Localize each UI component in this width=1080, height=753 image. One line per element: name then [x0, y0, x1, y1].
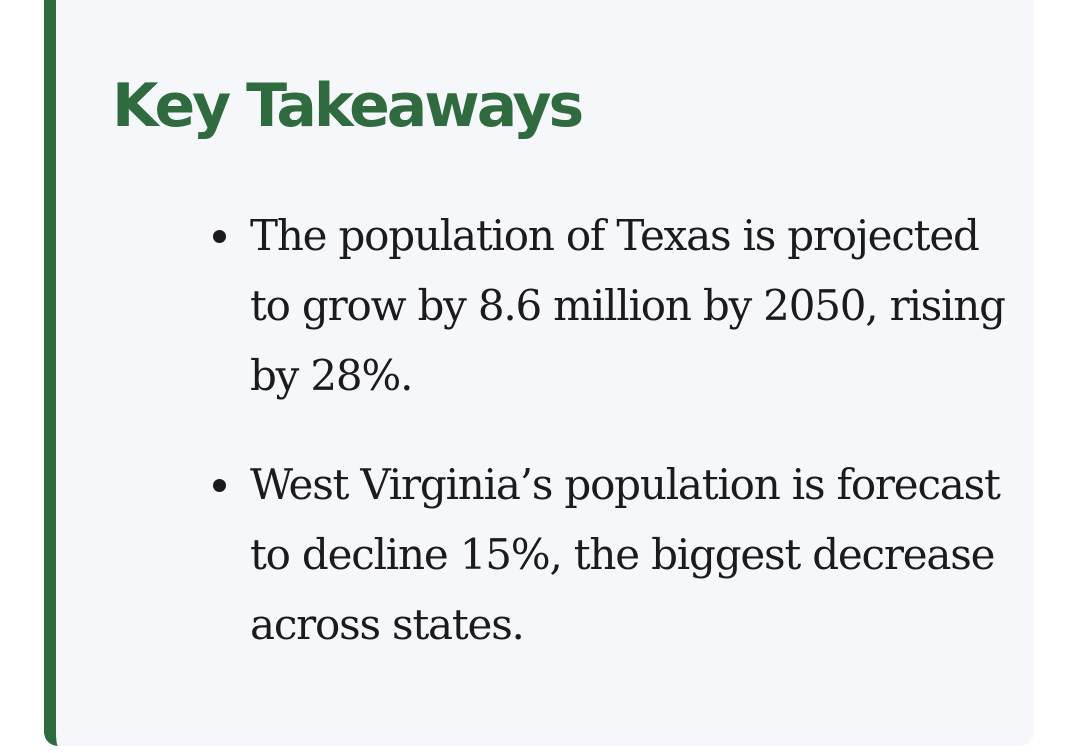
- takeaways-list: The population of Texas is projected to …: [213, 201, 1020, 699]
- list-item: The population of Texas is projected to …: [213, 201, 1020, 411]
- key-takeaways-card: Key Takeaways The population of Texas is…: [44, 0, 1034, 746]
- bullet-icon: [213, 479, 226, 492]
- key-takeaways-title: Key Takeaways: [112, 71, 584, 141]
- bullet-icon: [213, 230, 226, 243]
- list-item: West Virginia’s population is forecast t…: [213, 450, 1020, 660]
- takeaway-text: West Virginia’s population is forecast t…: [250, 460, 1001, 649]
- takeaway-text: The population of Texas is projected to …: [250, 211, 1006, 400]
